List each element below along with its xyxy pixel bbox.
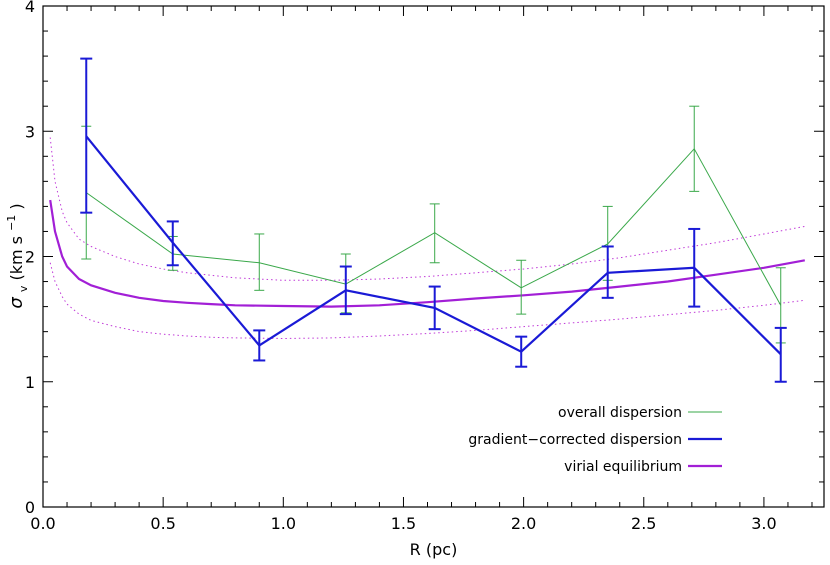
y-axis-units-open: (km s [7, 236, 26, 281]
y-axis-subscript: v [17, 285, 30, 292]
y-tick-label: 2 [25, 248, 35, 267]
series-3 [49, 137, 805, 281]
legend-label: gradient−corrected dispersion [468, 432, 682, 448]
series-line [86, 147, 782, 306]
x-tick-label: 1.0 [271, 514, 296, 533]
series-line [85, 135, 782, 355]
y-axis-units-close: ) [7, 203, 26, 209]
series-line [49, 137, 805, 281]
series-2 [49, 199, 805, 308]
axis-tick-labels: 0.0 0.5 1.0 1.5 2.0 2.5 3.0 0 1 2 3 4 [25, 0, 777, 533]
legend-label: virial equilibrium [564, 459, 682, 475]
y-tick-label: 0 [25, 498, 35, 517]
x-tick-label: 0.5 [150, 514, 175, 533]
y-axis-title: σ v (km s −1 ) [0, 203, 31, 308]
series-layer [49, 57, 805, 383]
x-tick-label: 1.5 [391, 514, 416, 533]
y-axis-symbol: σ [6, 297, 27, 309]
series-line [49, 199, 805, 308]
series-1 [80, 57, 787, 383]
legend: overall dispersion gradient−corrected dis… [468, 405, 722, 475]
legend-label: overall dispersion [558, 405, 682, 421]
x-tick-label: 3.0 [751, 514, 776, 533]
x-tick-label: 2.0 [511, 514, 536, 533]
y-tick-label: 4 [25, 0, 35, 16]
y-axis-units-exponent: −1 [5, 215, 18, 231]
x-axis-title: R (pc) [410, 540, 458, 559]
y-tick-label: 1 [25, 373, 35, 392]
plot-frame [42, 5, 825, 508]
y-tick-label: 3 [25, 122, 35, 141]
x-tick-label: 0.0 [30, 514, 55, 533]
x-tick-label: 2.5 [631, 514, 656, 533]
svg-text:σ v (km s −: σ v (km s −1 ) [0, 203, 31, 308]
axis-ticks [42, 5, 824, 508]
